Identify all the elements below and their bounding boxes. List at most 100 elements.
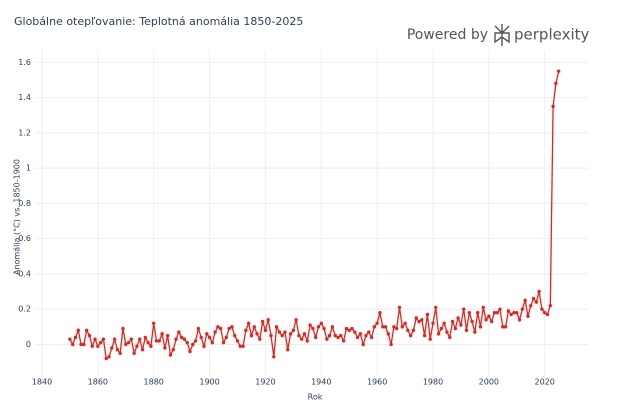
data-point (274, 325, 279, 329)
data-point (543, 311, 547, 315)
data-point (344, 326, 349, 331)
data-point (143, 335, 148, 340)
data-point (473, 330, 477, 334)
data-point (333, 333, 337, 338)
data-point (258, 337, 262, 341)
data-point (107, 355, 111, 359)
data-point (428, 337, 432, 341)
data-point (84, 328, 89, 333)
data-point (149, 344, 153, 348)
y-tick-label: 0.8 (18, 199, 31, 208)
data-point (260, 319, 265, 324)
data-point (124, 342, 128, 347)
data-point (266, 318, 270, 322)
data-point (112, 337, 117, 341)
data-point (389, 342, 393, 347)
data-point (434, 305, 438, 310)
data-point (545, 312, 550, 317)
x-tick-label: 1920 (255, 378, 275, 387)
data-point (400, 325, 404, 329)
x-tick-label: 1980 (423, 378, 443, 387)
data-point (431, 321, 435, 325)
data-point (104, 356, 108, 361)
data-point (286, 348, 290, 352)
data-point (492, 311, 497, 315)
x-tick-label: 1900 (199, 378, 219, 387)
data-point (453, 326, 458, 331)
data-point (529, 303, 533, 308)
data-point (506, 309, 511, 313)
data-point (202, 344, 206, 348)
y-tick-label: 1.4 (18, 93, 31, 102)
data-point (512, 311, 516, 315)
data-point (436, 332, 441, 336)
data-point (489, 319, 494, 324)
data-point (174, 337, 178, 341)
data-point (339, 333, 343, 338)
data-point (213, 330, 217, 334)
data-point (163, 346, 167, 350)
data-point (517, 318, 522, 322)
data-point (68, 337, 72, 341)
perplexity-logo (494, 24, 510, 46)
data-point (445, 330, 449, 334)
data-point (140, 348, 145, 352)
data-point (411, 328, 416, 333)
data-point (244, 328, 248, 333)
data-point (414, 316, 418, 320)
data-point (520, 307, 525, 311)
data-point (464, 328, 469, 333)
data-point (456, 316, 460, 320)
watermark-prefix: Powered by (407, 27, 488, 43)
data-point (397, 305, 402, 310)
x-tick-label: 2020 (535, 378, 555, 387)
y-tick-label: 0 (26, 340, 31, 349)
data-point (515, 311, 519, 315)
data-point (300, 337, 304, 341)
data-point (556, 69, 561, 73)
data-point (182, 337, 187, 341)
data-point (462, 307, 466, 311)
y-tick-label: 1.6 (18, 58, 31, 67)
data-point (110, 346, 114, 350)
x-axis-title: Rok (308, 393, 323, 402)
data-point (235, 339, 240, 343)
data-point (302, 332, 307, 336)
data-point (73, 335, 78, 340)
data-point (76, 328, 80, 333)
data-point (168, 353, 173, 357)
data-point (132, 351, 136, 355)
data-point (534, 300, 539, 304)
x-tick-label: 1860 (88, 378, 108, 387)
data-point (554, 81, 558, 86)
data-point (255, 332, 259, 336)
data-point (406, 328, 410, 333)
data-point (378, 311, 382, 315)
data-point (330, 325, 335, 329)
data-point (232, 333, 237, 338)
data-point (450, 319, 455, 324)
data-point (495, 311, 499, 315)
data-point (367, 330, 371, 334)
data-point (227, 326, 231, 331)
data-line (69, 71, 560, 360)
data-point (93, 337, 97, 341)
data-point (509, 312, 513, 317)
data-point (269, 333, 273, 338)
y-tick-label: 0.2 (18, 305, 31, 314)
data-point (319, 321, 323, 325)
data-point (165, 333, 170, 338)
data-point (118, 351, 122, 355)
data-point (283, 330, 287, 334)
x-tick-label: 1880 (144, 378, 164, 387)
data-point (96, 344, 100, 348)
data-point (336, 335, 340, 340)
data-point (498, 307, 502, 311)
chart-title: Globálne otepľovanie: Teplotná anomália … (14, 15, 303, 28)
y-axis-title: Anomália (°C) vs. 1850-1900 (13, 159, 22, 275)
data-point (230, 325, 234, 329)
data-point (126, 340, 131, 345)
data-point (177, 330, 181, 334)
